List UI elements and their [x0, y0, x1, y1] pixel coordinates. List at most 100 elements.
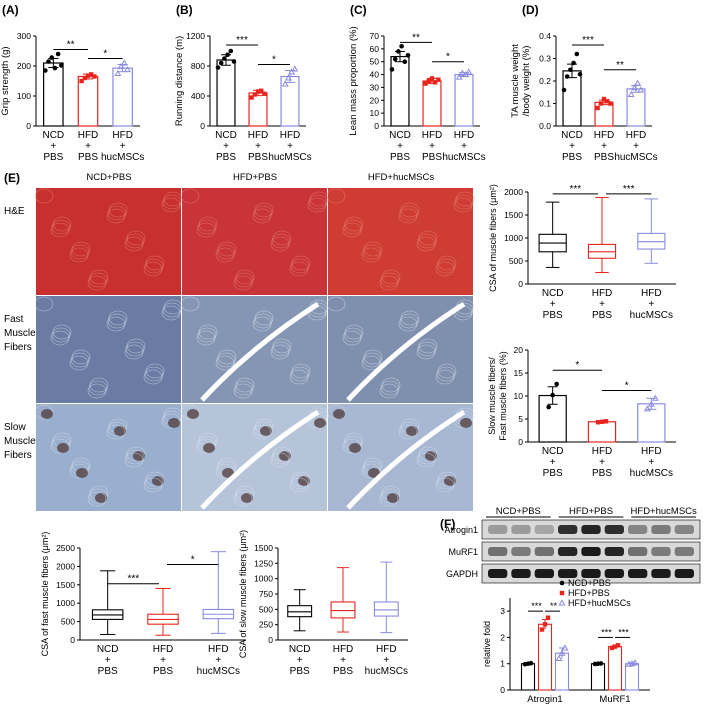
data-point: [608, 101, 613, 106]
tissue-gap: [200, 409, 320, 510]
y-tick-label: 0.2: [539, 76, 551, 86]
data-point: [599, 419, 605, 424]
y-tick-label: 0.1: [539, 99, 551, 109]
fiber-outline: [435, 477, 455, 493]
fiber-outline: [379, 491, 399, 507]
data-point: [612, 644, 618, 649]
blot-band: [511, 569, 531, 578]
data-point: [561, 87, 567, 93]
fiber-outline: [398, 316, 418, 332]
blot-band: [628, 547, 648, 556]
fiber-outline: [435, 369, 455, 385]
fiber-outline: [143, 261, 163, 277]
tissue-gap: [200, 301, 320, 402]
fiber-outline: [106, 208, 126, 224]
y-tick-label: 500: [61, 617, 75, 627]
data-point: [550, 392, 555, 398]
significance-label: **: [616, 60, 624, 71]
y-axis-label: /body weight (%): [521, 46, 532, 117]
x-tick-label: PBS: [594, 152, 614, 163]
blot-band: [651, 525, 671, 534]
x-tick-label: PBS: [98, 666, 118, 677]
micrograph: [36, 296, 181, 403]
data-point: [252, 92, 257, 97]
x-tick-label: NCD: [97, 644, 119, 655]
data-point: [423, 81, 428, 86]
x-tick-label: HFD: [376, 644, 397, 655]
x-tick-label: NCD: [215, 130, 237, 141]
data-point: [262, 91, 267, 96]
stained-fiber: [460, 418, 472, 428]
x-tick-label: +: [397, 141, 403, 152]
data-point: [615, 643, 621, 648]
bar: [562, 70, 582, 127]
y-tick-label: 500: [509, 256, 523, 266]
x-tick-label: +: [599, 457, 605, 468]
x-tick-label: +: [255, 141, 261, 152]
x-tick-label: NCD: [289, 644, 311, 655]
x-tick-label: PBS: [562, 152, 582, 163]
data-point: [52, 65, 58, 71]
x-tick-label: NCD: [42, 130, 64, 141]
panel-slow-ratio: 0 5 10 15 20 Slow muscle fibers/Fast muscle f…: [487, 345, 676, 479]
fiber-outline: [233, 491, 253, 507]
data-point: [85, 73, 91, 78]
data-point: [284, 74, 292, 81]
x-tick-label: +: [287, 141, 293, 152]
row-label: Muscle: [4, 328, 36, 339]
data-point: [458, 69, 466, 76]
x-tick-label: +: [105, 655, 111, 666]
data-point: [231, 59, 237, 64]
bar: [587, 421, 617, 443]
fiber-outline: [87, 383, 107, 399]
y-axis-label: Lean mass proportion (%): [348, 26, 359, 135]
panel-letter: (E): [4, 171, 20, 185]
data-point: [577, 71, 583, 77]
bar: [624, 663, 640, 691]
fiber-outline: [361, 355, 381, 371]
stained-fiber: [349, 443, 361, 453]
fiber-outline: [398, 424, 418, 440]
western-blot: (F) NCD+PBS HFD+PBS HFD+hucMSCs Atrogin1 MuRF…: [440, 506, 701, 584]
y-tick-label: 2500: [56, 543, 75, 553]
stained-fiber: [95, 493, 107, 503]
fiber-outline: [289, 261, 309, 277]
data-point: [218, 60, 224, 66]
blot-band: [511, 525, 531, 534]
data-point: [429, 76, 435, 81]
fiber-outline: [161, 305, 181, 321]
boxplot-csa-slow: 0 250 500 750 1000 1250 1500 CSA of slow muscle…: [238, 530, 408, 677]
panel-letter: (D): [522, 3, 539, 17]
fiber-outline: [69, 355, 89, 371]
fiber-outline: [180, 404, 200, 420]
x-tick-label: +: [461, 141, 467, 152]
data-point: [79, 78, 84, 84]
y-tick-label: 60: [370, 44, 380, 54]
significance-label: *: [575, 360, 579, 371]
bar: [607, 646, 623, 691]
bar: [112, 67, 133, 127]
fiber-outline: [143, 477, 163, 493]
x-tick-label: HFD: [641, 446, 662, 457]
x-tick-label: HFD: [592, 446, 613, 457]
blot-band: [534, 525, 554, 534]
y-tick-label: 2000: [56, 561, 75, 571]
row-label: Fast: [4, 314, 24, 325]
y-tick-label: 1500: [254, 543, 273, 553]
data-point: [605, 99, 610, 104]
data-point: [564, 74, 570, 79]
y-tick-label: 30: [370, 82, 380, 92]
x-tick-label: +: [383, 655, 389, 666]
significance-label: **: [412, 32, 420, 43]
blot-band: [534, 547, 554, 556]
legend-label: HFD+PBS: [568, 588, 610, 598]
y-tick-label: 0: [70, 635, 75, 645]
fiber-outline: [143, 369, 163, 385]
fiber-outline: [379, 383, 399, 399]
stained-fiber: [333, 409, 345, 419]
blot-band: [604, 569, 624, 578]
data-point: [228, 48, 234, 54]
data-point: [291, 65, 299, 72]
data-point: [405, 52, 411, 58]
